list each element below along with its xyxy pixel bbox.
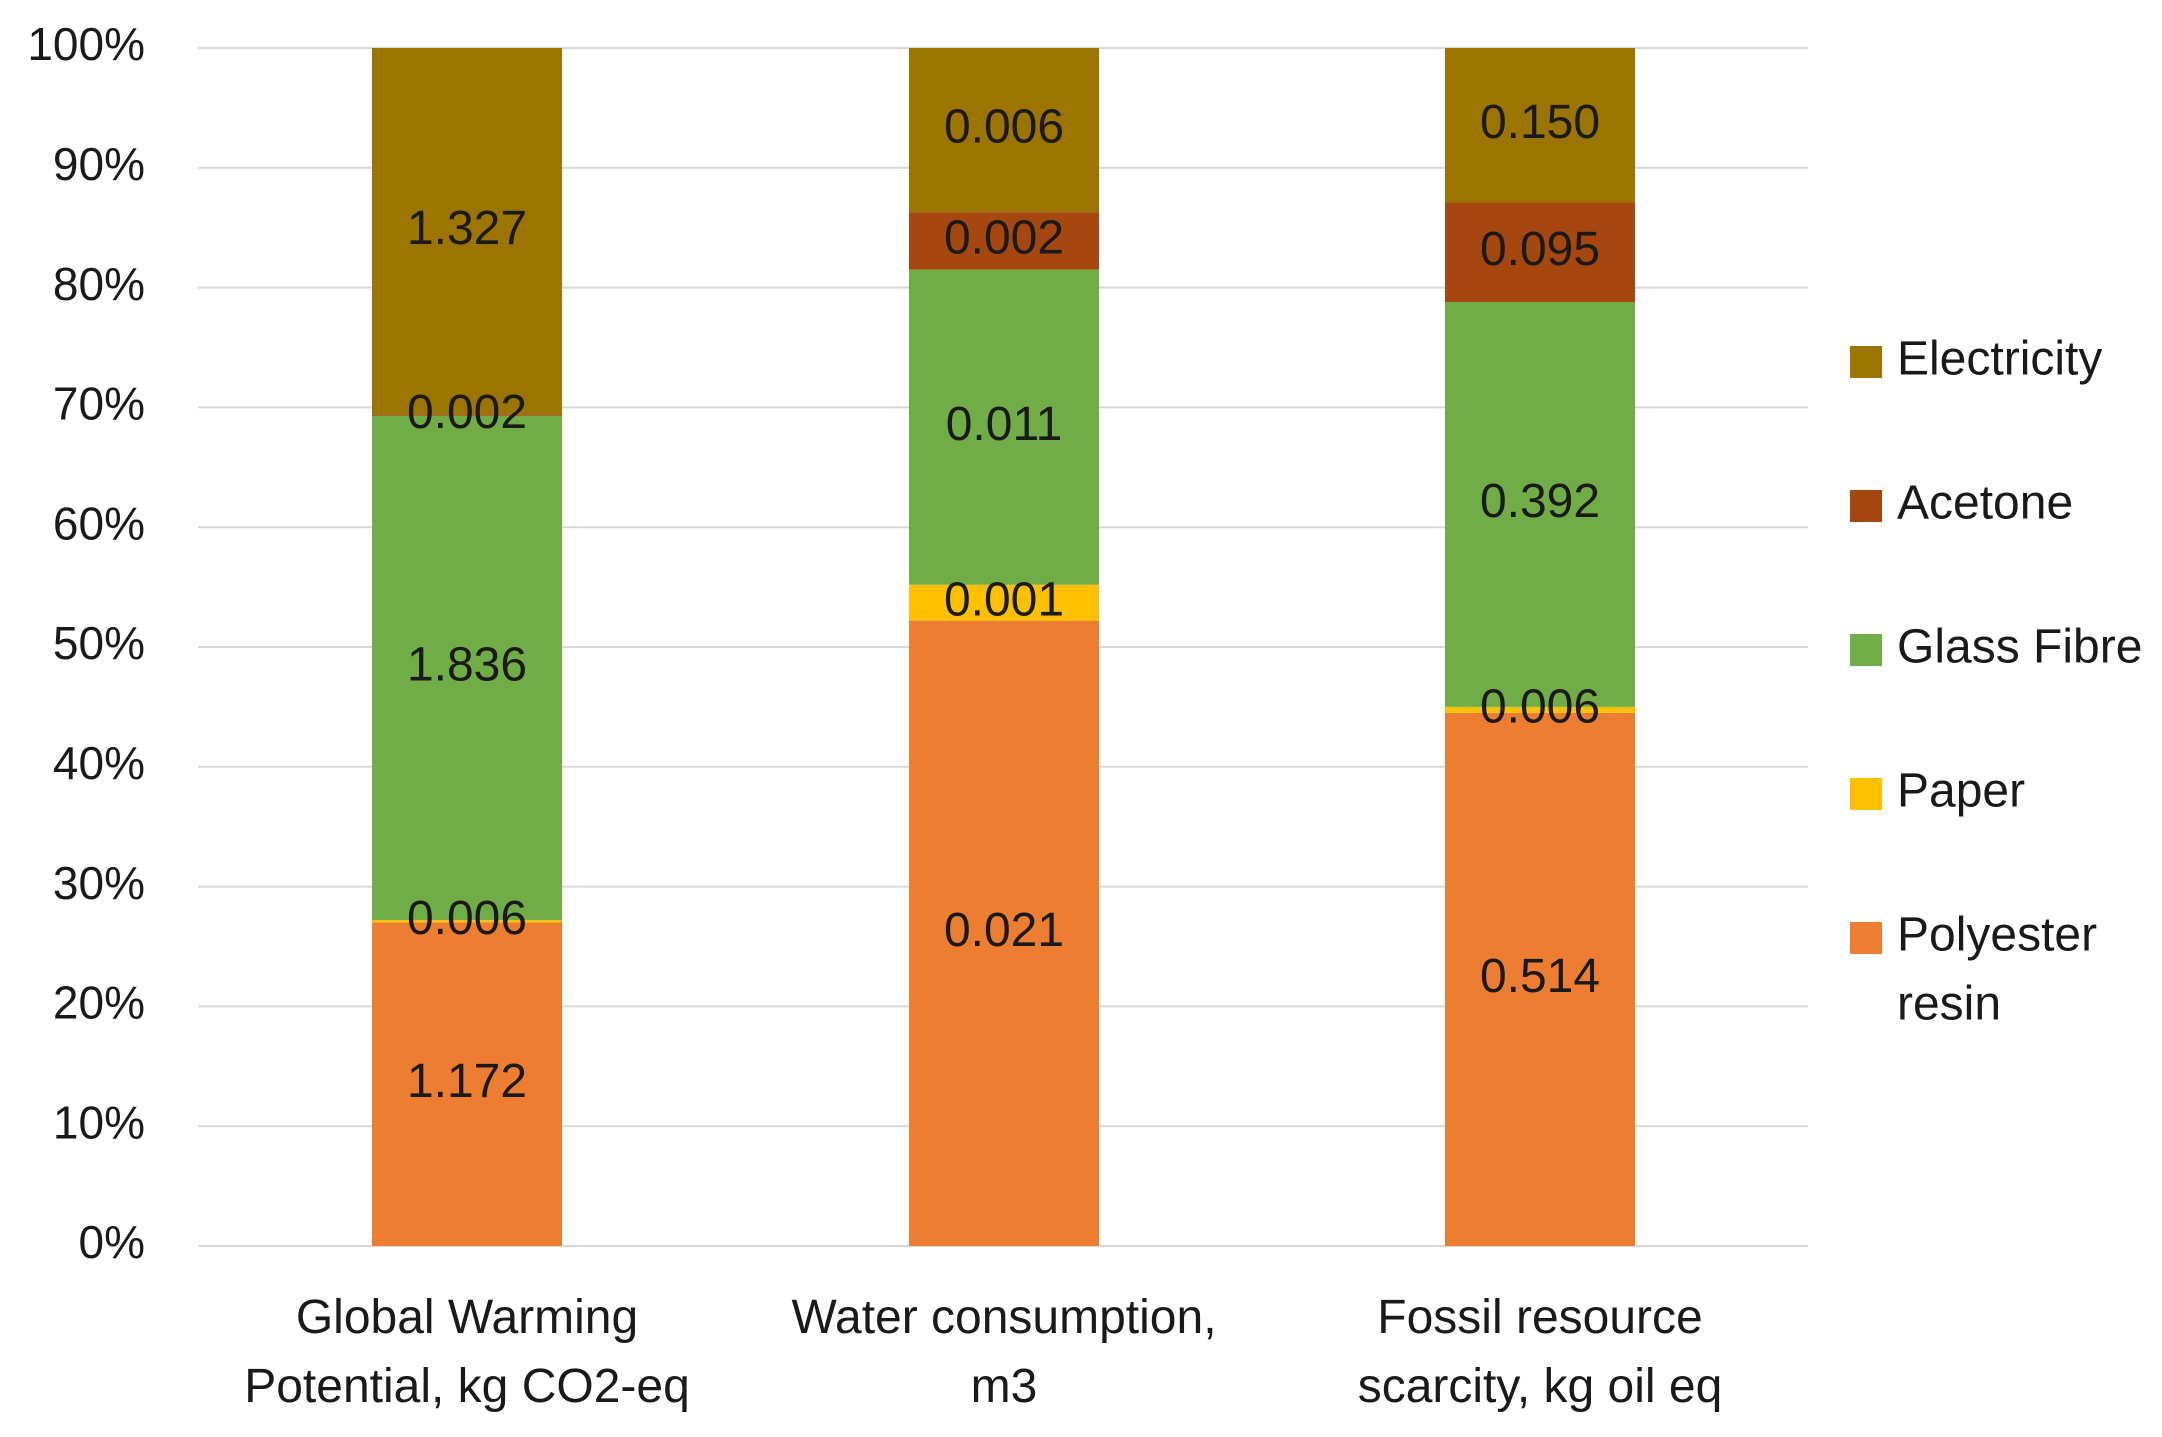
data-label: 0.021 — [944, 904, 1064, 957]
bar-segment — [909, 212, 1099, 270]
bars — [372, 48, 1635, 1246]
y-tick-label: 50% — [53, 617, 145, 669]
category-label: Global Warming — [296, 1291, 638, 1344]
data-labels: 1.172 0.006 1.836 0.002 1.327 0.021 0.001 0.011… — [407, 96, 1600, 1108]
y-tick-label: 10% — [53, 1096, 145, 1148]
bar-segment — [1445, 712, 1635, 1246]
legend-swatch — [1850, 346, 1882, 378]
bar-segment — [372, 415, 562, 921]
y-tick-label: 0% — [79, 1216, 145, 1268]
data-label: 0.006 — [944, 101, 1064, 154]
legend-label: Acetone — [1897, 477, 2073, 530]
bar-segment — [909, 269, 1099, 585]
x-axis-categories: Global Warming Potential, kg CO2-eq Water … — [244, 1291, 1722, 1413]
legend-label: Electricity — [1897, 333, 2102, 386]
data-label: 1.327 — [407, 202, 527, 255]
y-tick-label: 100% — [27, 18, 145, 70]
data-label: 0.002 — [944, 212, 1064, 265]
bar-segment — [909, 584, 1099, 621]
data-label: 1.836 — [407, 639, 527, 692]
data-label: 0.011 — [946, 398, 1063, 451]
legend-label: Glass Fibre — [1897, 621, 2142, 674]
category-label: Fossil resource — [1377, 1291, 1702, 1344]
bar-segment — [909, 620, 1099, 1246]
y-tick-label: 80% — [53, 258, 145, 310]
bar-segment — [1445, 48, 1635, 203]
bar-segment — [1445, 301, 1635, 707]
data-label: 0.006 — [1480, 681, 1600, 734]
data-label: 0.392 — [1480, 475, 1600, 528]
legend-swatch — [1850, 922, 1882, 954]
data-label: 0.006 — [407, 892, 527, 945]
category-label: Potential, kg CO2-eq — [244, 1360, 690, 1413]
data-label: 0.150 — [1480, 96, 1600, 149]
bar-segment — [372, 920, 562, 923]
legend-swatch — [1850, 634, 1882, 666]
legend-label: Paper — [1897, 765, 2025, 818]
legend: Electricity Acetone Glass Fibre Paper Polyes… — [1850, 333, 2142, 1031]
legend-swatch — [1850, 490, 1882, 522]
data-label: 0.095 — [1480, 223, 1600, 276]
bar-segment — [1445, 706, 1635, 713]
y-tick-label: 90% — [53, 138, 145, 190]
y-tick-label: 70% — [53, 378, 145, 430]
data-label: 0.514 — [1480, 950, 1600, 1003]
bar-segment — [372, 414, 562, 416]
legend-label: resin — [1897, 978, 2001, 1031]
bar-segment — [1445, 202, 1635, 302]
category-label: scarcity, kg oil eq — [1358, 1360, 1723, 1413]
category-label: Water consumption, — [791, 1291, 1216, 1344]
category-label: m3 — [971, 1360, 1038, 1413]
legend-swatch — [1850, 778, 1882, 810]
data-label: 0.001 — [944, 573, 1064, 626]
data-label: 1.172 — [407, 1055, 527, 1108]
y-axis-ticks: 0% 10% 20% 30% 40% 50% 60% 70% 80% 90% 100% — [27, 18, 145, 1268]
y-tick-label: 20% — [53, 977, 145, 1029]
data-label: 0.002 — [407, 386, 527, 439]
y-tick-label: 40% — [53, 737, 145, 789]
y-tick-label: 60% — [53, 497, 145, 549]
bar-segment — [909, 48, 1099, 213]
legend-label: Polyester — [1897, 909, 2097, 962]
bar-segment — [372, 922, 562, 1246]
y-tick-label: 30% — [53, 857, 145, 909]
bar-segment — [372, 48, 562, 415]
